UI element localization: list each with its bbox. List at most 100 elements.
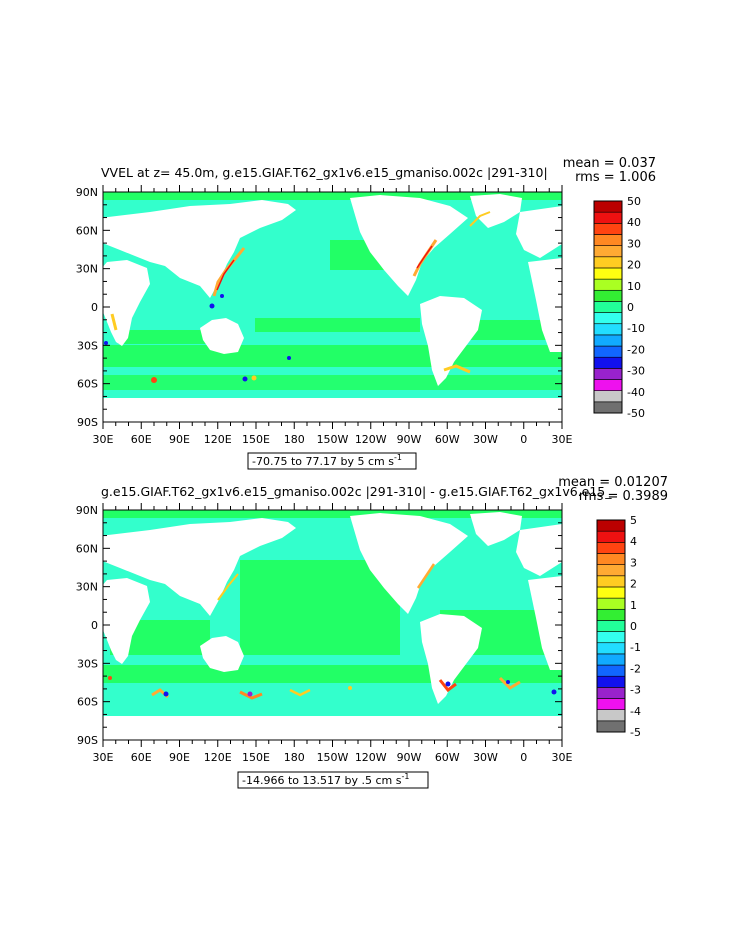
range-sup: -1 bbox=[394, 453, 402, 462]
lon-label: 0 bbox=[520, 751, 527, 764]
colorbar-swatch bbox=[593, 312, 623, 325]
colorbar-swatch bbox=[593, 356, 623, 369]
range-sup: -1 bbox=[401, 772, 409, 781]
pacific-green bbox=[240, 560, 400, 655]
lon-label: 150E bbox=[242, 751, 270, 764]
colorbar-swatch bbox=[593, 200, 623, 213]
colorbar-swatch bbox=[593, 267, 623, 280]
colorbar-label: 10 bbox=[627, 280, 641, 293]
lon-label: 120W bbox=[355, 433, 387, 446]
eddy-2 bbox=[242, 376, 248, 382]
colorbar-swatch bbox=[593, 379, 623, 391]
colorbar-swatch bbox=[593, 345, 623, 358]
colorbar-swatch bbox=[593, 301, 623, 313]
colorbar-frame bbox=[596, 519, 626, 733]
acc-streak-5 bbox=[498, 676, 521, 690]
lon-label: 180 bbox=[284, 751, 305, 764]
colorbar-label: -40 bbox=[627, 386, 645, 399]
lat-label: 60S bbox=[77, 378, 98, 391]
colorbar-label: -3 bbox=[630, 684, 641, 697]
panel-1-ticks bbox=[102, 185, 563, 429]
colorbar-swatch bbox=[596, 542, 626, 554]
panel-2-rms: rms = 0.3989 bbox=[579, 489, 668, 504]
lat-label: 90S bbox=[77, 416, 98, 429]
current-highlights bbox=[104, 211, 491, 383]
colorbar-swatch bbox=[596, 675, 626, 688]
lat-label: 30N bbox=[76, 263, 98, 276]
land-north-america bbox=[350, 195, 468, 296]
eddy-1 bbox=[151, 377, 157, 383]
colorbar-label: 4 bbox=[630, 535, 637, 548]
labrador bbox=[469, 211, 491, 227]
colorbar-swatch bbox=[596, 653, 626, 666]
lon-label: 30E bbox=[552, 433, 573, 446]
panel-2-title: g.e15.GIAF.T62_gx1v6.e15_gmaniso.002c |2… bbox=[101, 484, 612, 499]
colorbar-label: -4 bbox=[630, 705, 641, 718]
colorbar-swatch bbox=[596, 575, 626, 588]
arctic-band bbox=[103, 192, 562, 200]
lon-label: 90E bbox=[169, 751, 190, 764]
lon-label: 0 bbox=[520, 433, 527, 446]
colorbar-swatch bbox=[596, 709, 626, 722]
panel-1: VVEL at z= 45.0m, g.e15.GIAF.T62_gx1v6.e… bbox=[76, 156, 656, 470]
lon-label: 30W bbox=[473, 433, 498, 446]
range-text: -14.966 to 13.517 by .5 cm s bbox=[242, 774, 402, 787]
southern-green bbox=[103, 665, 562, 683]
lat-label: 60S bbox=[77, 696, 98, 709]
lon-label: 150W bbox=[317, 433, 349, 446]
eddy-4 bbox=[506, 680, 510, 684]
colorbar-label: 50 bbox=[627, 195, 641, 208]
colorbar-swatch bbox=[593, 390, 623, 403]
arctic-green bbox=[103, 510, 562, 518]
acc-streak-3 bbox=[289, 688, 311, 697]
land-africa bbox=[103, 578, 150, 664]
lon-label: 120E bbox=[204, 751, 232, 764]
colorbar-swatch bbox=[596, 597, 626, 610]
colorbar-swatch bbox=[596, 553, 626, 565]
colorbar-swatch bbox=[593, 245, 623, 258]
land-eurasia bbox=[103, 518, 296, 616]
panel-1-range-box bbox=[247, 452, 417, 470]
land bbox=[103, 512, 562, 740]
panel-2-ticks bbox=[102, 503, 563, 747]
range-text: -70.75 to 77.17 by 5 cm s bbox=[252, 455, 394, 468]
panel-1-range-label: -70.75 to 77.17 by 5 cm s-1 bbox=[252, 453, 402, 468]
lon-label: 90E bbox=[169, 433, 190, 446]
panel-1-lat-labels: 90N 60N 30N 0 30S 60S 90S bbox=[76, 186, 98, 429]
lat-label: 30S bbox=[77, 339, 98, 352]
colorbar-swatch bbox=[596, 608, 626, 621]
gulf-stream bbox=[416, 563, 436, 589]
land-north-america bbox=[350, 513, 468, 614]
lon-label: 180 bbox=[284, 433, 305, 446]
lon-label: 30E bbox=[93, 751, 114, 764]
colorbar-label: 20 bbox=[627, 259, 641, 272]
colorbar-label: -5 bbox=[630, 726, 641, 739]
eddy-7 bbox=[348, 686, 352, 690]
colorbar-swatch bbox=[593, 401, 623, 414]
lon-label: 150W bbox=[317, 751, 349, 764]
lon-label: 150E bbox=[242, 433, 270, 446]
lon-label: 30W bbox=[473, 751, 498, 764]
eddy-2 bbox=[247, 691, 253, 697]
colorbar-frame bbox=[593, 200, 623, 414]
colorbar-swatch bbox=[596, 586, 626, 599]
lat-label: 0 bbox=[91, 301, 98, 314]
gulf-stream-core bbox=[416, 245, 433, 269]
lon-label: 60W bbox=[435, 751, 460, 764]
colorbar-label: -50 bbox=[627, 407, 645, 420]
eddy-6 bbox=[108, 676, 112, 680]
lat-label: 90S bbox=[77, 734, 98, 747]
colorbar-swatch bbox=[593, 289, 623, 302]
eddy-3 bbox=[251, 375, 257, 381]
colorbar-label: -2 bbox=[630, 662, 641, 675]
panel-2-map bbox=[103, 510, 562, 740]
land-greenland bbox=[470, 512, 522, 546]
colorbar-label: -1 bbox=[630, 641, 641, 654]
colorbar-swatch bbox=[593, 334, 623, 347]
acc-streak-4 bbox=[438, 679, 457, 693]
lon-label: 30E bbox=[552, 751, 573, 764]
eddy-4 bbox=[287, 356, 291, 360]
colorbar-swatch bbox=[596, 519, 626, 532]
land bbox=[103, 194, 562, 422]
colorbar-label: -20 bbox=[627, 343, 645, 356]
